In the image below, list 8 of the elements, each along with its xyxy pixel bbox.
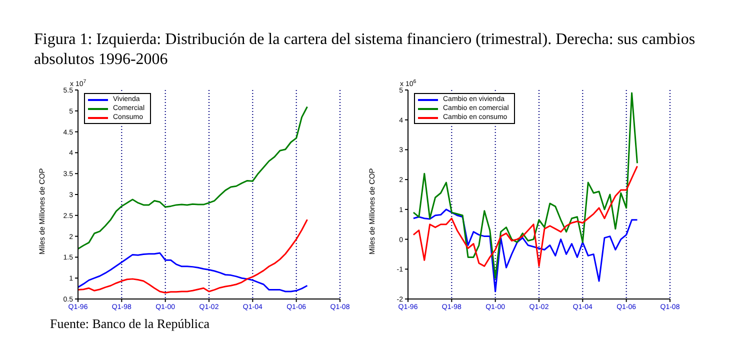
line-series [412,165,638,267]
line-series [78,252,308,292]
line-series [78,218,308,294]
line-series [412,208,638,292]
line-series [412,92,638,279]
chart-title: Figura 1: Izquierda: Distribución de la cartera del sistema financiero (trimestral). Derecha: sus cambios absolutos 1996-2006 [34,30,696,70]
line-series [78,106,308,250]
source-note: Fuente: Banco de la República [50,316,210,332]
